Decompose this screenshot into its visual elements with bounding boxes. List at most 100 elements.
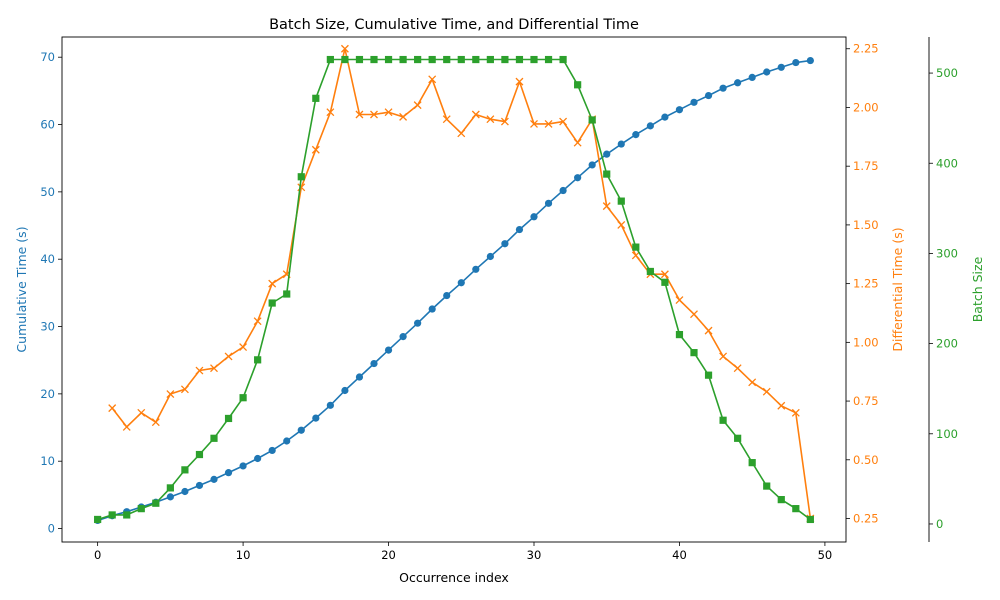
data-point bbox=[806, 515, 814, 524]
data-point bbox=[297, 173, 305, 181]
chart-title: Batch Size, Cumulative Time, and Differe… bbox=[269, 17, 639, 33]
data-point bbox=[675, 106, 684, 114]
data-point bbox=[661, 113, 669, 121]
data-point bbox=[515, 55, 524, 64]
data-point bbox=[443, 55, 451, 64]
data-point bbox=[791, 408, 800, 417]
differential-tick-label: 1.00 bbox=[853, 335, 879, 349]
data-point bbox=[239, 343, 248, 352]
data-point bbox=[224, 414, 233, 423]
data-point bbox=[428, 75, 437, 84]
data-point bbox=[559, 55, 567, 64]
data-point bbox=[399, 55, 407, 64]
data-point bbox=[355, 55, 364, 64]
data-point bbox=[719, 352, 728, 361]
data-point bbox=[544, 119, 553, 128]
x-tick-label: 0 bbox=[94, 548, 101, 562]
left-tick-label: 50 bbox=[40, 185, 55, 199]
data-point bbox=[457, 129, 466, 138]
differential-tick-label: 2.25 bbox=[853, 42, 879, 56]
data-point bbox=[603, 170, 611, 178]
x-tick-label: 30 bbox=[527, 548, 542, 562]
data-point bbox=[661, 278, 669, 286]
data-point bbox=[588, 116, 596, 124]
data-point bbox=[646, 267, 654, 276]
data-point bbox=[646, 122, 654, 130]
data-point bbox=[384, 346, 393, 354]
data-point bbox=[370, 359, 378, 368]
data-point bbox=[733, 364, 742, 373]
data-point bbox=[675, 330, 684, 339]
right-axis-ticks-differential: 0.25 0.50 0.75 1.00 1.25 1.50 1.75 2.00 2.25 bbox=[846, 42, 879, 526]
data-point bbox=[254, 356, 262, 364]
data-point bbox=[486, 115, 495, 124]
data-point bbox=[326, 55, 334, 64]
data-point bbox=[384, 55, 393, 64]
data-point bbox=[573, 138, 582, 147]
data-point bbox=[632, 243, 640, 251]
data-point bbox=[210, 475, 218, 483]
x-tick-label: 50 bbox=[818, 548, 833, 562]
data-point bbox=[443, 291, 451, 300]
x-tick-label: 40 bbox=[672, 548, 687, 562]
data-point bbox=[603, 150, 611, 158]
x-axis-label: Occurrence index bbox=[399, 570, 509, 585]
batch-tick-label: 400 bbox=[936, 156, 958, 170]
differential-tick-label: 2.00 bbox=[853, 100, 879, 114]
data-point bbox=[792, 58, 800, 67]
data-point bbox=[399, 112, 408, 121]
data-point bbox=[748, 73, 756, 81]
data-point bbox=[704, 371, 713, 379]
data-point bbox=[486, 55, 494, 64]
data-point bbox=[312, 414, 320, 422]
data-point bbox=[748, 459, 756, 467]
batch-tick-label: 100 bbox=[936, 427, 958, 441]
data-point bbox=[166, 390, 175, 398]
data-point bbox=[283, 437, 291, 445]
data-point bbox=[806, 56, 814, 65]
differential-tick-label: 0.25 bbox=[853, 512, 879, 526]
left-tick-label: 20 bbox=[40, 387, 55, 401]
data-point bbox=[326, 401, 334, 409]
data-point bbox=[471, 110, 480, 119]
data-point bbox=[311, 145, 320, 154]
data-point bbox=[195, 450, 204, 459]
right-axis-ticks-batch: 0 100 200 300 400 500 bbox=[929, 66, 958, 531]
data-point bbox=[254, 454, 262, 463]
data-point bbox=[428, 305, 436, 313]
x-axis-ticks: 0 10 20 30 40 50 bbox=[94, 542, 832, 562]
data-point bbox=[602, 202, 611, 211]
left-axis-ticks: 0 10 20 30 40 50 60 70 bbox=[40, 50, 62, 536]
data-point bbox=[355, 373, 364, 381]
data-point bbox=[690, 349, 698, 357]
batch-tick-label: 0 bbox=[936, 517, 943, 531]
data-point bbox=[370, 55, 378, 64]
left-tick-label: 30 bbox=[40, 320, 55, 334]
data-point bbox=[472, 55, 480, 64]
right-axis-label-batch: Batch Size bbox=[970, 256, 985, 322]
data-point bbox=[341, 55, 349, 64]
series-right1 bbox=[108, 44, 815, 523]
data-point bbox=[777, 401, 786, 410]
differential-tick-label: 0.50 bbox=[853, 453, 879, 467]
series-layer bbox=[94, 44, 815, 525]
data-point bbox=[777, 63, 785, 71]
batch-tick-label: 200 bbox=[936, 337, 958, 351]
data-point bbox=[268, 279, 277, 288]
data-point bbox=[457, 55, 465, 64]
data-point bbox=[283, 290, 291, 298]
data-point bbox=[777, 496, 785, 504]
data-point bbox=[763, 68, 771, 76]
data-point bbox=[137, 408, 146, 417]
data-point bbox=[239, 462, 247, 470]
data-point bbox=[355, 110, 364, 119]
data-point bbox=[341, 386, 349, 395]
data-point bbox=[530, 119, 538, 128]
data-point bbox=[500, 117, 509, 126]
data-point bbox=[762, 387, 771, 396]
differential-tick-label: 1.75 bbox=[853, 159, 879, 173]
data-point bbox=[181, 487, 189, 496]
data-point bbox=[108, 511, 116, 519]
